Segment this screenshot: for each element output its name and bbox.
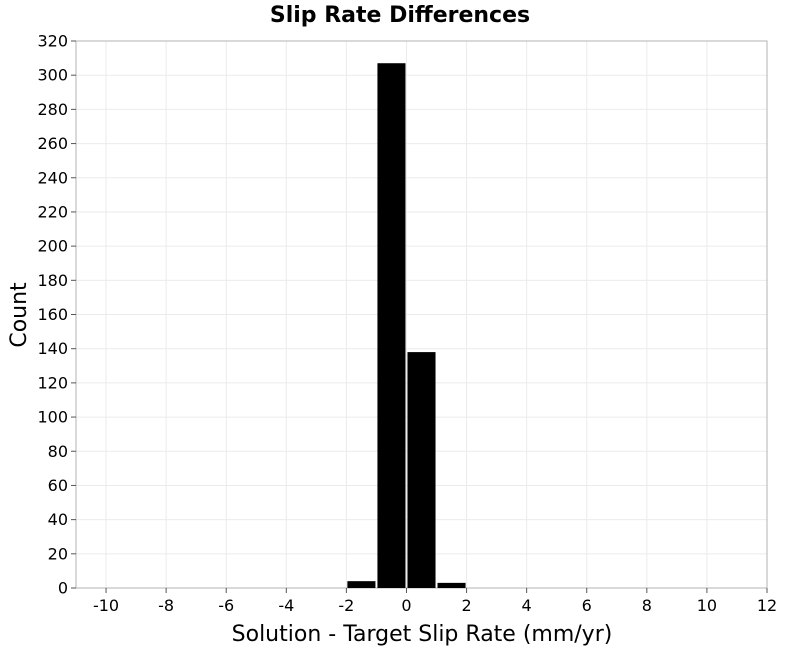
y-axis-label: Count	[7, 282, 32, 348]
y-tick-label: 260	[37, 134, 68, 153]
y-tick-label: 40	[48, 510, 68, 529]
x-tick-label: 2	[461, 596, 471, 615]
x-tick-label: 6	[582, 596, 592, 615]
x-tick-label: 10	[697, 596, 717, 615]
y-tick-label: 200	[37, 237, 68, 256]
y-tick-label: 180	[37, 271, 68, 290]
x-tick-label: -6	[218, 596, 234, 615]
x-axis-label: Solution - Target Slip Rate (mm/yr)	[232, 622, 613, 647]
y-tick-label: 100	[37, 408, 68, 427]
tick-labels: 0204060801001201401601802002202402602803…	[37, 32, 777, 616]
y-tick-label: 80	[48, 442, 68, 461]
y-tick-label: 20	[48, 544, 68, 563]
y-tick-label: 60	[48, 476, 68, 495]
y-tick-label: 120	[37, 373, 68, 392]
y-tick-label: 320	[37, 32, 68, 51]
y-tick-label: 220	[37, 202, 68, 221]
y-tick-label: 300	[37, 66, 68, 85]
x-tick-label: 8	[642, 596, 652, 615]
x-tick-label: 12	[757, 596, 777, 615]
x-tick-label: 4	[522, 596, 532, 615]
x-tick-label: -8	[158, 596, 174, 615]
x-tick-label: -4	[278, 596, 294, 615]
y-tick-label: 140	[37, 339, 68, 358]
x-tick-label: -10	[93, 596, 119, 615]
histogram-bar	[437, 582, 466, 588]
histogram-bar	[347, 581, 376, 588]
y-tick-label: 240	[37, 168, 68, 187]
x-tick-label: 0	[401, 596, 411, 615]
chart-title: Slip Rate Differences	[270, 3, 530, 28]
y-tick-label: 0	[58, 579, 68, 598]
histogram-bar	[407, 352, 436, 588]
histogram-bar	[377, 63, 406, 589]
bars	[347, 63, 466, 589]
axes	[71, 40, 768, 593]
y-tick-label: 160	[37, 305, 68, 324]
x-tick-label: -2	[338, 596, 354, 615]
y-tick-label: 280	[37, 100, 68, 119]
